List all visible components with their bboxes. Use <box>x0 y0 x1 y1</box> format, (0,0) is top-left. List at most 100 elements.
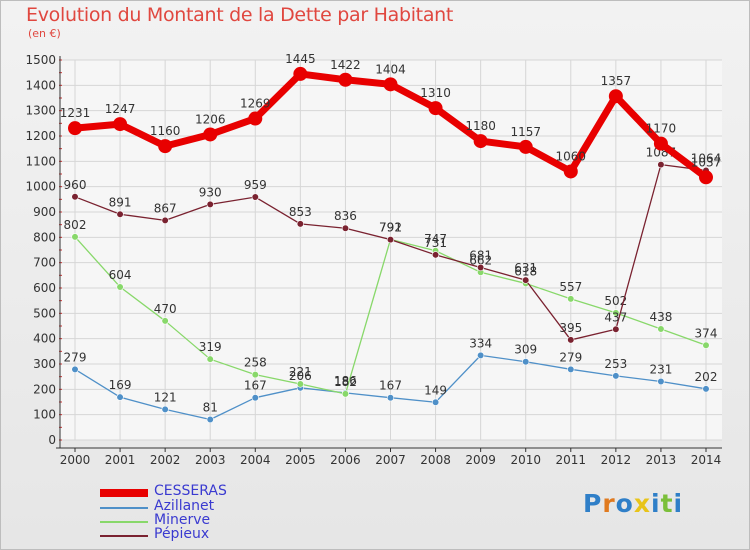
data-label: 319 <box>199 340 222 354</box>
data-label: 167 <box>244 379 267 393</box>
data-point <box>251 193 259 201</box>
legend-label: CESSERAS <box>154 483 227 499</box>
data-point <box>522 276 530 284</box>
data-label: 167 <box>379 379 402 393</box>
data-point <box>431 251 440 259</box>
data-label: 1037 <box>691 155 722 169</box>
data-label: 747 <box>424 232 447 246</box>
logo-letter: t <box>660 489 674 518</box>
y-tick-label: 100 <box>33 408 56 422</box>
x-tick-label: 2003 <box>195 453 226 467</box>
data-label: 792 <box>379 220 402 234</box>
data-label: 960 <box>64 178 87 192</box>
y-tick-label: 200 <box>33 382 56 396</box>
data-point <box>657 325 665 333</box>
data-point <box>296 220 304 228</box>
logo-letter: P <box>583 489 603 518</box>
data-label: 1310 <box>420 86 451 100</box>
data-label: 662 <box>469 253 492 267</box>
data-label: 1422 <box>330 58 361 72</box>
x-tick-label: 2000 <box>60 453 91 467</box>
data-label: 279 <box>559 350 582 364</box>
data-label: 802 <box>64 218 87 232</box>
data-point <box>518 139 533 154</box>
y-tick-label: 1300 <box>25 104 56 118</box>
data-point <box>68 121 82 136</box>
x-tick-label: 2008 <box>420 453 451 467</box>
chart-subtitle: (en €) <box>28 27 61 40</box>
data-point <box>383 77 398 92</box>
data-label: 836 <box>334 209 357 223</box>
data-point <box>612 372 620 380</box>
logo-letter: i <box>651 489 661 518</box>
data-point <box>386 394 395 402</box>
data-point <box>473 134 488 149</box>
data-label: 618 <box>514 264 537 278</box>
x-tick-label: 2011 <box>556 453 587 467</box>
data-label: 891 <box>109 195 132 209</box>
data-point <box>567 365 575 373</box>
data-label: 681 <box>469 248 492 262</box>
data-point <box>71 365 79 373</box>
data-point <box>113 117 128 132</box>
data-point <box>248 111 263 126</box>
data-label: 279 <box>64 350 87 364</box>
data-point <box>567 295 575 303</box>
data-label: 1060 <box>556 149 587 163</box>
legend-swatch <box>100 535 148 537</box>
y-tick-label: 800 <box>33 230 56 244</box>
data-label: 959 <box>244 178 267 192</box>
data-label: 731 <box>424 236 447 250</box>
data-point <box>251 394 259 402</box>
data-label: 470 <box>154 302 177 316</box>
data-label: 1404 <box>375 62 406 76</box>
data-label: 202 <box>695 370 718 384</box>
data-label: 1231 <box>60 106 91 120</box>
data-point <box>158 139 173 154</box>
data-label: 182 <box>334 375 357 389</box>
data-point <box>161 317 169 325</box>
data-label: 631 <box>514 261 537 275</box>
logo-letter: i <box>673 489 684 518</box>
data-point <box>71 193 79 201</box>
legend-swatch <box>100 507 148 509</box>
data-label: 1247 <box>105 102 136 116</box>
y-tick-label: 700 <box>33 256 56 270</box>
y-tick-label: 1100 <box>25 154 56 168</box>
data-point <box>293 66 308 81</box>
data-point <box>653 136 668 151</box>
data-point <box>203 127 218 142</box>
data-label: 309 <box>514 343 537 357</box>
data-label: 231 <box>649 362 672 376</box>
legend-label: Pépieux <box>154 526 210 542</box>
data-point <box>386 236 395 244</box>
data-point <box>702 341 710 349</box>
x-tick-label: 2014 <box>691 453 722 467</box>
data-label: 1170 <box>646 122 677 136</box>
data-label: 121 <box>154 390 177 404</box>
legend-swatch <box>100 489 148 497</box>
data-point <box>341 224 350 232</box>
x-tick-label: 2013 <box>646 453 677 467</box>
legend-label: Minerve <box>154 512 211 528</box>
y-tick-label: 1400 <box>25 78 56 92</box>
data-point <box>71 233 79 241</box>
data-label: 258 <box>244 356 267 370</box>
x-tick-label: 2007 <box>375 453 406 467</box>
data-label: 604 <box>109 268 132 282</box>
x-tick-label: 2004 <box>240 453 271 467</box>
data-label: 557 <box>559 280 582 294</box>
data-point <box>161 405 169 413</box>
data-point <box>296 380 304 388</box>
data-label: 81 <box>203 400 218 414</box>
data-label: 1357 <box>601 74 632 88</box>
data-point <box>206 355 214 363</box>
legend-label: Azillanet <box>154 498 215 514</box>
data-label: 437 <box>604 310 627 324</box>
data-label: 169 <box>109 378 132 392</box>
data-label: 334 <box>469 336 492 350</box>
data-label: 206 <box>289 369 312 383</box>
data-point <box>522 358 530 366</box>
data-point <box>116 210 124 218</box>
